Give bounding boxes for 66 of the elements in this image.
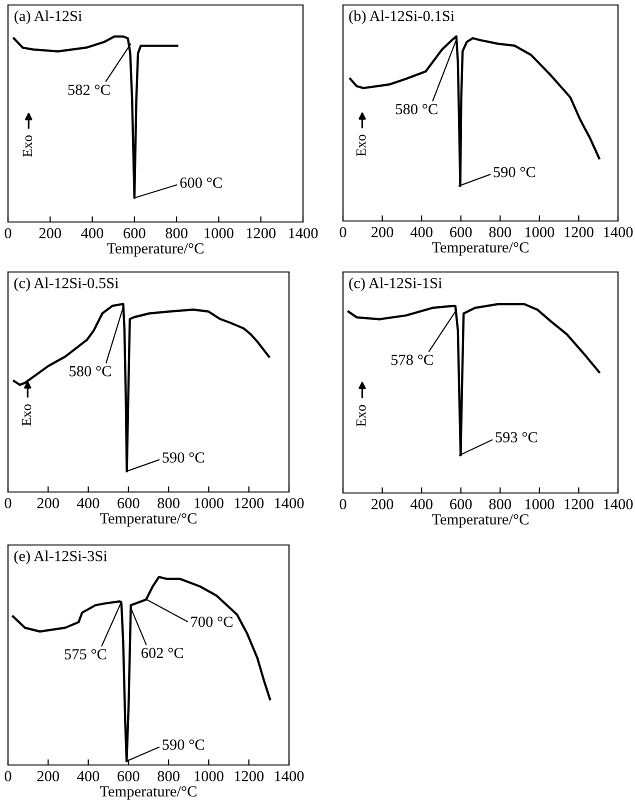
y-axis-title: Exo xyxy=(22,135,32,157)
x-tick-label: 800 xyxy=(166,228,188,238)
annotation: 582 °C xyxy=(68,84,110,95)
annotation: 580 °C xyxy=(396,104,438,114)
annotation: 580 °C xyxy=(70,366,111,376)
x-tick-label: 1400 xyxy=(289,228,318,238)
annotation: 578 °C xyxy=(391,354,433,365)
chart-title: (c) Al-12Si-0.5Si xyxy=(14,278,119,292)
x-tick-label: 200 xyxy=(39,228,62,238)
x-tick-label: 1000 xyxy=(525,498,554,510)
x-tick-label: 1400 xyxy=(604,498,633,510)
x-tick-label: 200 xyxy=(37,498,60,508)
x-tick-label: 1400 xyxy=(275,498,304,508)
x-tick-label: 200 xyxy=(37,770,60,782)
x-tick-label: 400 xyxy=(410,498,432,510)
x-tick-label: 800 xyxy=(489,498,512,510)
x-tick-label: 0 xyxy=(340,226,346,238)
x-tick-label: 200 xyxy=(372,498,394,510)
x-tick-label: 600 xyxy=(450,498,472,510)
x-tick-label: 600 xyxy=(118,498,140,508)
x-tick-label: 1200 xyxy=(564,498,594,510)
chart-title: (a) Al-12Si xyxy=(14,10,82,24)
annotation: 602 °C xyxy=(142,648,184,658)
x-tick-label: 800 xyxy=(158,498,180,508)
x-tick-label: 400 xyxy=(77,498,100,508)
annotation: 575 °C xyxy=(64,649,106,660)
y-axis-title: Exo xyxy=(356,134,366,156)
x-tick-label: 1400 xyxy=(275,770,304,782)
x-tick-label: 400 xyxy=(77,770,100,782)
x-tick-label: 1400 xyxy=(604,226,633,238)
x-axis-title: Temperature/°C xyxy=(100,786,196,800)
x-tick-label: 800 xyxy=(158,770,180,782)
x-tick-label: 0 xyxy=(4,228,12,238)
x-tick-label: 800 xyxy=(489,226,512,238)
x-axis-title: Temperature/°C xyxy=(432,242,528,256)
x-tick-label: 0 xyxy=(4,770,12,782)
x-tick-label: 1200 xyxy=(234,498,264,508)
annotation: 700 °C xyxy=(191,616,232,627)
x-tick-label: 200 xyxy=(372,226,394,238)
annotation: 593 °C xyxy=(496,432,538,442)
chart-title: (c) Al-12Si-1Si xyxy=(349,278,442,292)
chart-title: (e) Al-12Si-3Si xyxy=(14,550,108,564)
x-tick-label: 1000 xyxy=(525,226,554,238)
x-tick-label: 600 xyxy=(450,226,472,238)
x-tick-label: 0 xyxy=(340,498,346,510)
x-axis-title: Temperature/°C xyxy=(432,514,528,528)
y-axis-title: Exo xyxy=(22,404,32,426)
x-tick-label: 600 xyxy=(118,770,140,782)
annotation: 590 °C xyxy=(162,739,204,750)
x-tick-label: 1200 xyxy=(564,226,594,238)
x-tick-label: 0 xyxy=(4,498,12,508)
annotation: 590 °C xyxy=(162,452,204,463)
x-axis-title: Temperature/°C xyxy=(100,513,196,527)
x-tick-label: 1000 xyxy=(204,228,234,238)
x-tick-label: 1000 xyxy=(194,770,224,782)
x-tick-label: 1200 xyxy=(246,228,276,238)
x-tick-label: 600 xyxy=(124,228,146,238)
x-tick-label: 1200 xyxy=(234,770,264,782)
chart-title: (b) Al-12Si-0.1Si xyxy=(349,10,454,24)
annotation: 590 °C xyxy=(494,166,536,178)
x-axis-title: Temperature/°C xyxy=(107,243,204,257)
x-tick-label: 400 xyxy=(81,228,104,238)
x-tick-label: 1000 xyxy=(194,498,224,508)
x-tick-label: 400 xyxy=(410,226,432,238)
annotation: 600 °C xyxy=(180,178,222,188)
y-axis-title: Exo xyxy=(356,404,366,426)
